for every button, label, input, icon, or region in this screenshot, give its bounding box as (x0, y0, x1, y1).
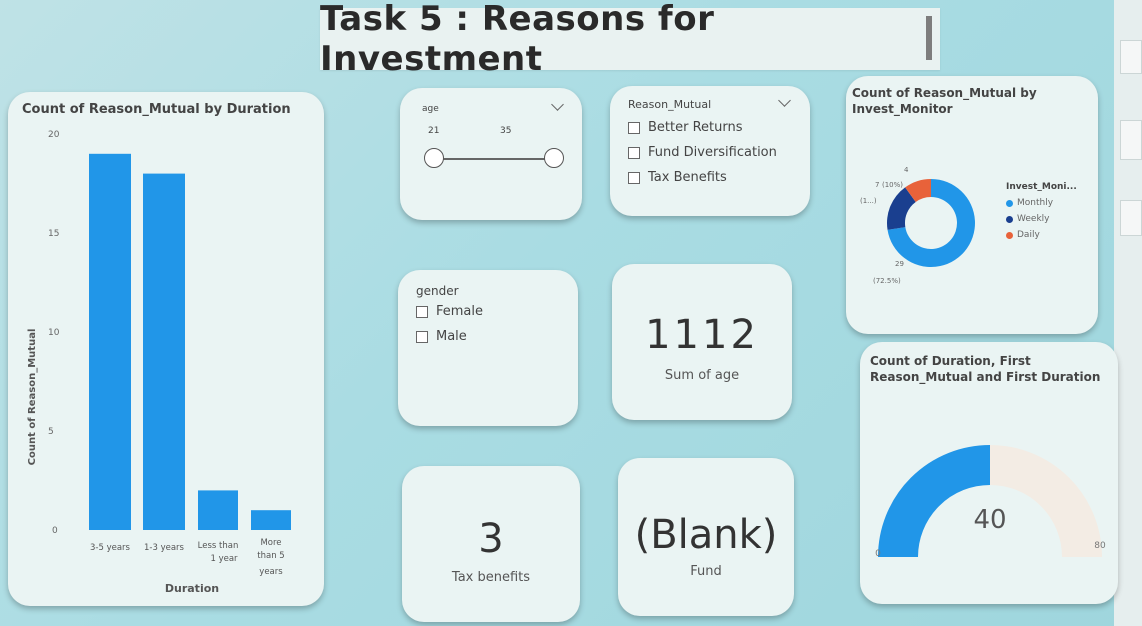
legend-item-monthly[interactable]: Monthly (1006, 198, 1077, 208)
x-tick: Less than (198, 541, 239, 551)
y-tick: 10 (48, 328, 60, 338)
legend-dot-icon (1006, 231, 1013, 239)
slider-track[interactable] (434, 158, 554, 160)
gauge-card[interactable]: Count of Duration, First Reason_Mutual a… (860, 342, 1118, 604)
gauge-title-line2: Reason_Mutual and First Duration (870, 370, 1101, 384)
text-cursor (926, 16, 932, 60)
filter-pane-box[interactable] (1120, 120, 1142, 160)
kpi-tax-benefits-value: 3 (478, 516, 504, 562)
x-tick: years (259, 567, 283, 577)
donut-chart: 4 7 (10%) (1...) 29 (72.5%) (860, 166, 975, 285)
bar-chart-card[interactable]: Count of Reason_Mutual by Duration 20 15… (8, 92, 324, 606)
reason-slicer-label: Reason_Mutual (628, 98, 712, 111)
kpi-tax-benefits-card[interactable]: 3 Tax benefits (402, 466, 580, 622)
age-slicer-card[interactable]: age 21 35 (400, 88, 582, 220)
title-banner: Task 5 : Reasons for Investment (320, 0, 940, 79)
x-tick: 1 year (210, 554, 238, 564)
kpi-fund-value: (Blank) (634, 512, 778, 558)
filter-pane-box-2[interactable] (1120, 200, 1142, 236)
gauge-title-line1: Count of Duration, First (870, 354, 1031, 368)
age-max-value: 35 (500, 126, 512, 136)
donut-title-line2: Invest_Monitor (852, 102, 953, 116)
donut-slice-monthly[interactable] (887, 179, 975, 267)
donut-label-weekly: 7 (875, 181, 879, 189)
checkbox-icon[interactable] (628, 146, 640, 159)
checkbox-male[interactable]: Male (416, 329, 483, 344)
checkbox-better-returns[interactable]: Better Returns (628, 120, 777, 135)
reason-slicer-card[interactable]: Reason_Mutual Better Returns Fund Divers… (610, 86, 810, 216)
gauge-min-label: 0 (875, 549, 881, 559)
legend-item-daily[interactable]: Daily (1006, 230, 1077, 240)
donut-label-weekly-extra: (1...) (860, 197, 877, 205)
slider-handle-max[interactable] (544, 148, 564, 168)
x-tick: 3-5 years (90, 543, 131, 553)
kpi-fund-label: Fund (690, 564, 722, 579)
slider-handle-min[interactable] (424, 148, 444, 168)
x-tick: More (260, 538, 281, 548)
kpi-sum-age-label: Sum of age (664, 368, 740, 383)
y-axis-label: Count of Reason_Mutual (27, 329, 38, 466)
gauge-max-label: 80 (1094, 541, 1106, 551)
bar-2[interactable] (143, 173, 185, 530)
legend-item-weekly[interactable]: Weekly (1006, 214, 1077, 224)
checkbox-icon[interactable] (628, 171, 640, 184)
legend-dot-icon (1006, 199, 1013, 207)
checkbox-icon[interactable] (628, 121, 640, 134)
donut-label-weekly-pct: (10%) (882, 181, 903, 189)
donut-label-daily: 4 (904, 166, 909, 174)
right-pane-strip (1114, 0, 1142, 626)
x-tick: than 5 (257, 551, 284, 561)
y-tick: 15 (48, 229, 59, 239)
donut-legend: Invest_Moni... Monthly Weekly Daily (1006, 182, 1077, 246)
chevron-down-icon[interactable] (551, 98, 564, 111)
bar-chart-title: Count of Reason_Mutual by Duration (22, 102, 291, 117)
gauge-fill (878, 445, 991, 558)
checkbox-icon[interactable] (416, 305, 428, 318)
gender-options: Female Male (416, 304, 483, 354)
kpi-sum-age-card[interactable]: 1112 Sum of age (612, 264, 792, 420)
y-tick: 5 (48, 427, 54, 437)
reason-options: Better Returns Fund Diversification Tax … (628, 120, 777, 195)
kpi-fund-card[interactable]: (Blank) Fund (618, 458, 794, 616)
bar-3[interactable] (198, 490, 238, 530)
donut-label-monthly: 29 (895, 260, 904, 268)
bar-chart: 20 15 10 5 0 Count of Reason_Mutual 3-5 … (27, 130, 291, 595)
page-title: Task 5 : Reasons for Investment (320, 0, 715, 79)
age-min-value: 21 (428, 126, 440, 136)
bar-1[interactable] (89, 153, 131, 531)
age-slicer-label: age (422, 104, 439, 114)
gender-slicer-label: gender (416, 284, 459, 298)
checkbox-tax-benefits[interactable]: Tax Benefits (628, 170, 777, 185)
donut-chart-card[interactable]: Count of Reason_Mutual by Invest_Monitor… (846, 76, 1098, 334)
gauge-chart: 40 0 80 (875, 445, 1106, 559)
donut-slice-daily[interactable] (905, 179, 931, 202)
checkbox-female[interactable]: Female (416, 304, 483, 319)
donut-slice-weekly[interactable] (887, 187, 916, 230)
donut-label-monthly-pct: (72.5%) (873, 277, 901, 285)
chevron-down-icon[interactable] (778, 94, 791, 107)
gender-slicer-card[interactable]: gender Female Male (398, 270, 578, 426)
checkbox-icon[interactable] (416, 330, 428, 343)
bar-4[interactable] (251, 510, 291, 530)
x-axis-label: Duration (165, 582, 219, 595)
gauge-value-label: 40 (973, 505, 1006, 535)
y-tick: 0 (52, 526, 58, 536)
x-tick: 1-3 years (144, 543, 185, 553)
legend-title: Invest_Moni... (1006, 182, 1077, 192)
checkbox-fund-diversification[interactable]: Fund Diversification (628, 145, 777, 160)
y-tick: 20 (48, 130, 60, 140)
kpi-tax-benefits-label: Tax benefits (451, 570, 531, 585)
filter-icon-box[interactable] (1120, 40, 1142, 74)
donut-title-line1: Count of Reason_Mutual by (852, 86, 1037, 100)
legend-dot-icon (1006, 215, 1013, 223)
kpi-sum-age-value: 1112 (645, 312, 759, 358)
